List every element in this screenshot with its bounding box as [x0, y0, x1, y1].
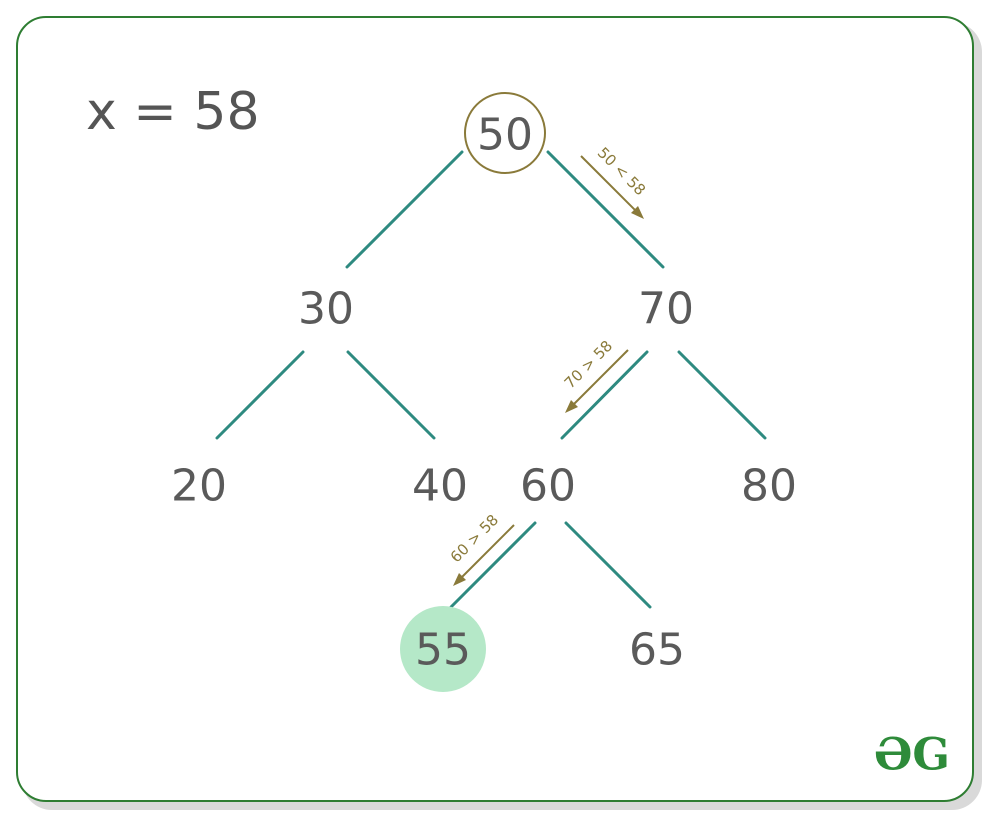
- edge-50-70: [546, 150, 665, 269]
- tree-node: 80: [741, 461, 797, 512]
- tree-node: 50: [477, 110, 533, 161]
- edge-30-40: [346, 350, 436, 440]
- visited-node-ring: [464, 92, 546, 174]
- tree-node: 70: [638, 284, 694, 335]
- search-path-arrows: 50 < 58 70 > 58 60 > 58: [447, 144, 649, 586]
- tree-edges: [215, 150, 767, 609]
- logo-text: ƏG: [874, 730, 950, 781]
- tree-node: 55: [415, 625, 471, 676]
- tree-node: 20: [171, 461, 227, 512]
- edge-60-55: [449, 521, 537, 609]
- edge-30-20: [215, 350, 305, 440]
- comparison-label: 50 < 58: [594, 144, 649, 199]
- path-arrow-70-to-60: 70 > 58: [561, 337, 629, 413]
- path-arrow-50-to-70: 50 < 58: [580, 144, 649, 219]
- found-node-highlight: [400, 606, 486, 692]
- comparison-label: 70 > 58: [561, 337, 616, 392]
- edge-60-65: [564, 521, 652, 609]
- edge-50-30: [345, 150, 464, 269]
- edge-70-80: [677, 350, 767, 440]
- path-arrow-60-to-55: 60 > 58: [447, 511, 515, 586]
- gfg-logo: ƏG: [874, 730, 950, 781]
- tree-node: 30: [298, 284, 354, 335]
- tree-nodes: 50 30 70 20 40 60 80 55 65: [171, 110, 797, 676]
- tree-node: 65: [629, 625, 685, 676]
- search-target-label: x = 58: [86, 82, 260, 142]
- comparison-label: 60 > 58: [447, 511, 502, 566]
- tree-node: 40: [412, 461, 468, 512]
- tree-node: 60: [520, 461, 576, 512]
- diagram-card: [16, 16, 974, 802]
- edge-70-60: [560, 350, 649, 440]
